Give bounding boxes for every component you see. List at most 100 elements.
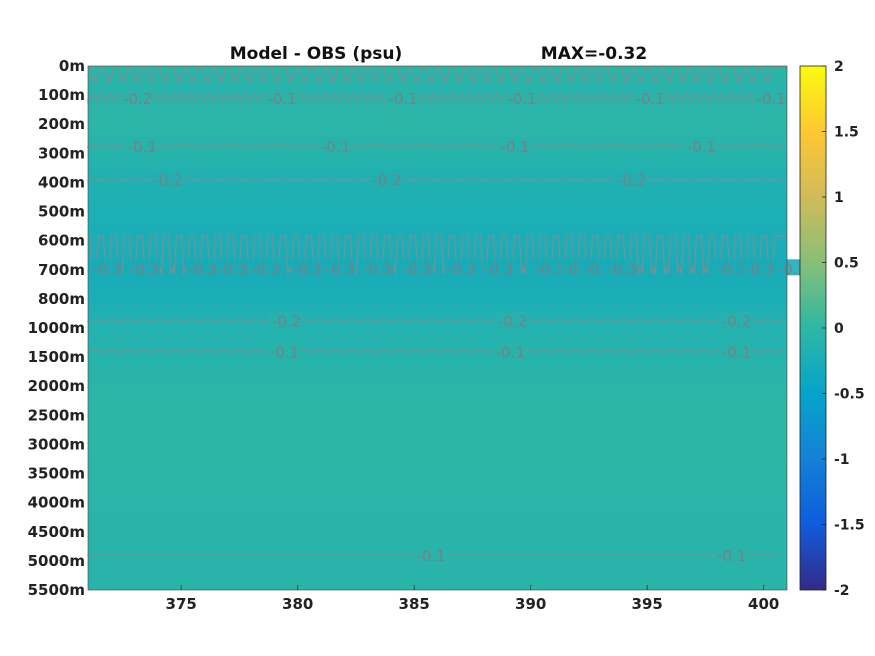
contour-label: -0.2: [272, 313, 301, 331]
contour-label-bg: [120, 89, 153, 106]
contour-label: -0.1: [722, 343, 751, 361]
contour-label-bg: [719, 311, 752, 328]
contour-label: -0.3: [608, 260, 637, 278]
contour-label-bg: [633, 89, 666, 106]
y-tick-label: 2000m: [28, 377, 85, 395]
contour-label-bg: [493, 342, 526, 359]
y-tick-label: 100m: [38, 86, 85, 104]
y-tick-label: 700m: [38, 261, 85, 279]
contour-label-bg: [444, 259, 477, 276]
contour-label-bg: [90, 259, 123, 276]
contour-label: -0.1: [717, 547, 746, 565]
contour-label-bg: [496, 311, 529, 328]
contour-label-bg: [323, 259, 356, 276]
contour-label: -0.2: [498, 313, 527, 331]
colorbar-tick-label: 2: [834, 59, 844, 75]
contour-label: -0.1: [636, 90, 665, 108]
contour-label-bg: [386, 89, 419, 106]
contour-label: -0.1: [321, 138, 350, 156]
contour-line: [87, 349, 785, 353]
contour-label-bg: [360, 259, 393, 276]
contour-label-bg: [267, 342, 300, 359]
y-tick-label: 3500m: [28, 465, 85, 483]
contour-label: -0.1: [757, 90, 786, 108]
chart-title: Model - OBS (psu): [230, 44, 403, 64]
contour-label: -0.3: [251, 260, 280, 278]
contour-label-bg: [127, 259, 160, 276]
contour-label: -0.3: [188, 260, 217, 278]
contour-label: -0.3: [535, 260, 564, 278]
contour-label: -0.3: [293, 260, 322, 278]
y-tick-label: 4500m: [28, 523, 85, 541]
x-tick-label: 395: [632, 595, 663, 613]
contour-label: -0.1: [507, 90, 536, 108]
contour-label-bg: [614, 170, 647, 187]
y-tick-label: 3000m: [28, 435, 85, 453]
y-tick-label: 1000m: [28, 319, 85, 337]
contour-line: [87, 319, 785, 323]
contour-label: -0.3: [130, 260, 159, 278]
contour-label: -0.2: [153, 172, 182, 190]
contour-label-bg: [400, 259, 433, 276]
contour-label-bg: [291, 259, 324, 276]
contour-label-bg: [754, 89, 787, 106]
contour-label-bg: [533, 259, 566, 276]
contour-label-bg: [482, 259, 515, 276]
contour-label-bg: [505, 89, 538, 106]
colorbar-ticks: 2 1.5 1 0.5 0 -0.5 -1 -1.5 -2: [822, 59, 865, 599]
contour-label-bg: [125, 137, 158, 154]
contour-label: -0.1: [417, 547, 446, 565]
contour-label-bg: [743, 259, 776, 276]
contour-label: -0.3: [717, 260, 746, 278]
contour-label-bg: [605, 259, 638, 276]
y-tick-label: 800m: [38, 290, 85, 308]
contour-line: [88, 66, 787, 83]
contour-label-bg: [684, 137, 717, 154]
x-tick-label: 390: [515, 595, 546, 613]
contour-label: -0.2: [722, 313, 751, 331]
y-tick-label: 2500m: [28, 406, 85, 424]
contour-label-bg: [249, 259, 282, 276]
y-tick-label: 0m: [59, 57, 85, 75]
colorbar-tick-label: 0.5: [834, 256, 859, 272]
contour-label-bg: [498, 137, 531, 154]
contour-label-bg: [715, 546, 748, 563]
contour-label: -0.3: [93, 260, 122, 278]
y-tick-label: 5500m: [28, 581, 85, 599]
contour-label: -0.3: [484, 260, 513, 278]
x-tick-label: 400: [748, 595, 779, 613]
contour-label-bg: [319, 137, 351, 154]
colorbar: [799, 65, 827, 591]
contour-label: -0.1: [389, 90, 418, 108]
contour-label: -0.1: [496, 343, 525, 361]
y-tick-label: 600m: [38, 232, 85, 250]
contour-label: -0.2: [372, 172, 401, 190]
contour-label: -0.1: [687, 138, 716, 156]
y-tick-label: 500m: [38, 203, 85, 221]
contour-label-bg: [715, 259, 748, 276]
x-axis-ticks: 375 380 385 390 395 400: [166, 585, 779, 613]
y-tick-label: 1500m: [28, 348, 85, 366]
contour-label-bg: [216, 259, 249, 276]
colorbar-tick-label: 1: [834, 190, 844, 206]
plot-area: [88, 66, 787, 590]
contour-label: -0.3: [447, 260, 476, 278]
contour-label: -0.3: [745, 260, 774, 278]
colorbar-tick-label: 0: [834, 321, 844, 337]
contour-lines: [87, 66, 787, 557]
y-tick-label: 4000m: [28, 494, 85, 512]
y-tick-label: 400m: [38, 173, 85, 191]
contour-label: -0.3: [218, 260, 247, 278]
contour-label-bg: [151, 170, 184, 187]
x-tick-label: 385: [399, 595, 430, 613]
contour-label: -0.3: [363, 260, 392, 278]
contour-label-bg: [414, 546, 447, 563]
x-tick-label: 380: [282, 595, 313, 613]
y-tick-label: 300m: [38, 144, 85, 162]
colorbar-tick-label: -2: [834, 583, 850, 599]
colorbar-tick-label: -1.5: [834, 518, 865, 534]
contour-label-bg: [370, 170, 403, 187]
x-tick-label: 375: [166, 595, 197, 613]
contour-label: -0.1: [500, 138, 529, 156]
contour-label: -0.2: [617, 172, 646, 190]
